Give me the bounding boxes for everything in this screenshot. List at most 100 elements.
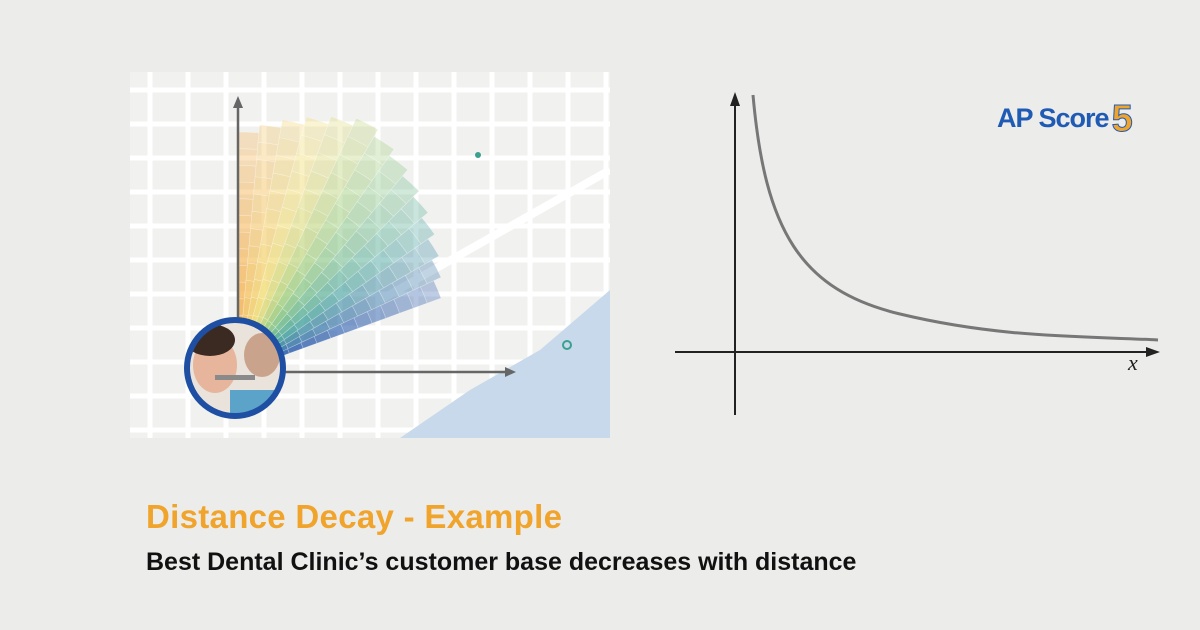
fan-cell: [250, 210, 267, 231]
fan-cell: [313, 329, 332, 344]
fan-cell: [291, 152, 316, 177]
fan-cell: [324, 231, 349, 256]
fan-cell: [390, 175, 420, 205]
fan-cell: [275, 137, 300, 160]
arrowhead: [505, 367, 516, 377]
arrowhead: [730, 92, 740, 106]
fan-cell: [418, 259, 442, 285]
fan-cell: [408, 217, 436, 245]
fan-cell: [400, 196, 429, 225]
fan-cell: [363, 232, 389, 258]
fan-cell: [278, 119, 305, 143]
fan-cell: [354, 152, 384, 182]
fan-cell: [362, 275, 384, 297]
fan-cell: [267, 303, 284, 324]
map-pin: [562, 340, 572, 350]
fan-cell: [325, 203, 351, 229]
fan-cell: [256, 141, 279, 163]
fan-cell: [335, 216, 361, 242]
fan-cell: [388, 208, 416, 236]
fan-cell: [339, 135, 369, 165]
fan-cell: [383, 238, 408, 264]
fan-cell: [351, 245, 376, 269]
fan-cell: [393, 292, 414, 314]
fan-cell: [378, 155, 409, 185]
fan-cell: [420, 280, 442, 304]
fan-cell: [269, 172, 291, 195]
fan-cell: [344, 230, 369, 256]
fan-cell: [380, 298, 401, 319]
fan-cell: [357, 260, 381, 283]
fan-cell: [257, 243, 273, 265]
fan-cell: [391, 274, 414, 298]
fan-cell: [237, 231, 251, 250]
fan-cell: [271, 261, 288, 284]
subtitle: Best Dental Clinic’s customer base decre…: [146, 548, 857, 576]
fan-cell: [253, 176, 273, 197]
logo-number: 5: [1111, 98, 1133, 141]
map: [130, 72, 610, 438]
fan-cell: [310, 152, 338, 179]
fan-cell: [363, 136, 395, 166]
fan-cell: [286, 170, 310, 195]
fan-cell: [237, 181, 255, 200]
fan-cell: [237, 248, 250, 267]
fan-cell: [247, 296, 259, 317]
fan-cell: [375, 266, 398, 289]
fan-cell: [367, 203, 394, 230]
fan-cell: [406, 286, 428, 309]
fan-cell: [378, 282, 400, 304]
title: Distance Decay - Example: [146, 498, 563, 535]
fan-cell: [237, 215, 252, 233]
fan-cell: [254, 159, 276, 180]
fan-cell: [260, 225, 277, 247]
fan-cell: [370, 249, 395, 273]
fan-cell: [355, 216, 382, 243]
fan-cell: [317, 134, 346, 161]
fan-cell: [237, 148, 258, 167]
fan-cell: [367, 170, 397, 199]
fan-cell: [237, 131, 260, 150]
fan-cell: [395, 228, 422, 254]
fan-cell: [262, 260, 278, 283]
logo: AP Score5: [997, 94, 1133, 141]
fan-cell: [366, 305, 387, 324]
fan-cell: [251, 193, 270, 214]
map-pin: [475, 152, 481, 158]
fan-cell: [248, 228, 264, 248]
fan-cell: [302, 294, 323, 314]
fan-cell: [296, 134, 323, 160]
fan-cell: [247, 245, 261, 265]
fan-cell: [365, 290, 386, 311]
arrowhead: [1146, 347, 1160, 357]
fan-cell: [324, 116, 354, 144]
x-axis-label: x: [1127, 350, 1138, 375]
fan-cell: [287, 342, 304, 354]
river: [400, 290, 610, 438]
fan-cell: [322, 172, 349, 200]
fan-cell: [405, 267, 428, 291]
fan-cell: [414, 238, 440, 265]
fan-cell: [356, 185, 385, 214]
fan-cell: [276, 286, 295, 308]
fan-cell: [388, 256, 412, 281]
fan-cell: [344, 169, 373, 198]
fan-cell: [257, 124, 282, 146]
fan-cell: [378, 189, 407, 217]
fan-cell: [347, 117, 379, 148]
fan-cell: [346, 201, 373, 228]
fan-cell: [276, 206, 297, 230]
fan-cell: [376, 220, 402, 247]
fan-cell: [330, 154, 359, 182]
fan-cell: [296, 321, 315, 337]
fan-cell: [327, 323, 345, 339]
fan-cell: [237, 165, 257, 184]
decay-curve: [751, 94, 1159, 342]
fan-cell: [272, 154, 296, 178]
fan-cell: [301, 116, 329, 142]
fan-cell: [304, 170, 329, 196]
street: [378, 166, 610, 304]
fan-cell: [351, 297, 372, 317]
